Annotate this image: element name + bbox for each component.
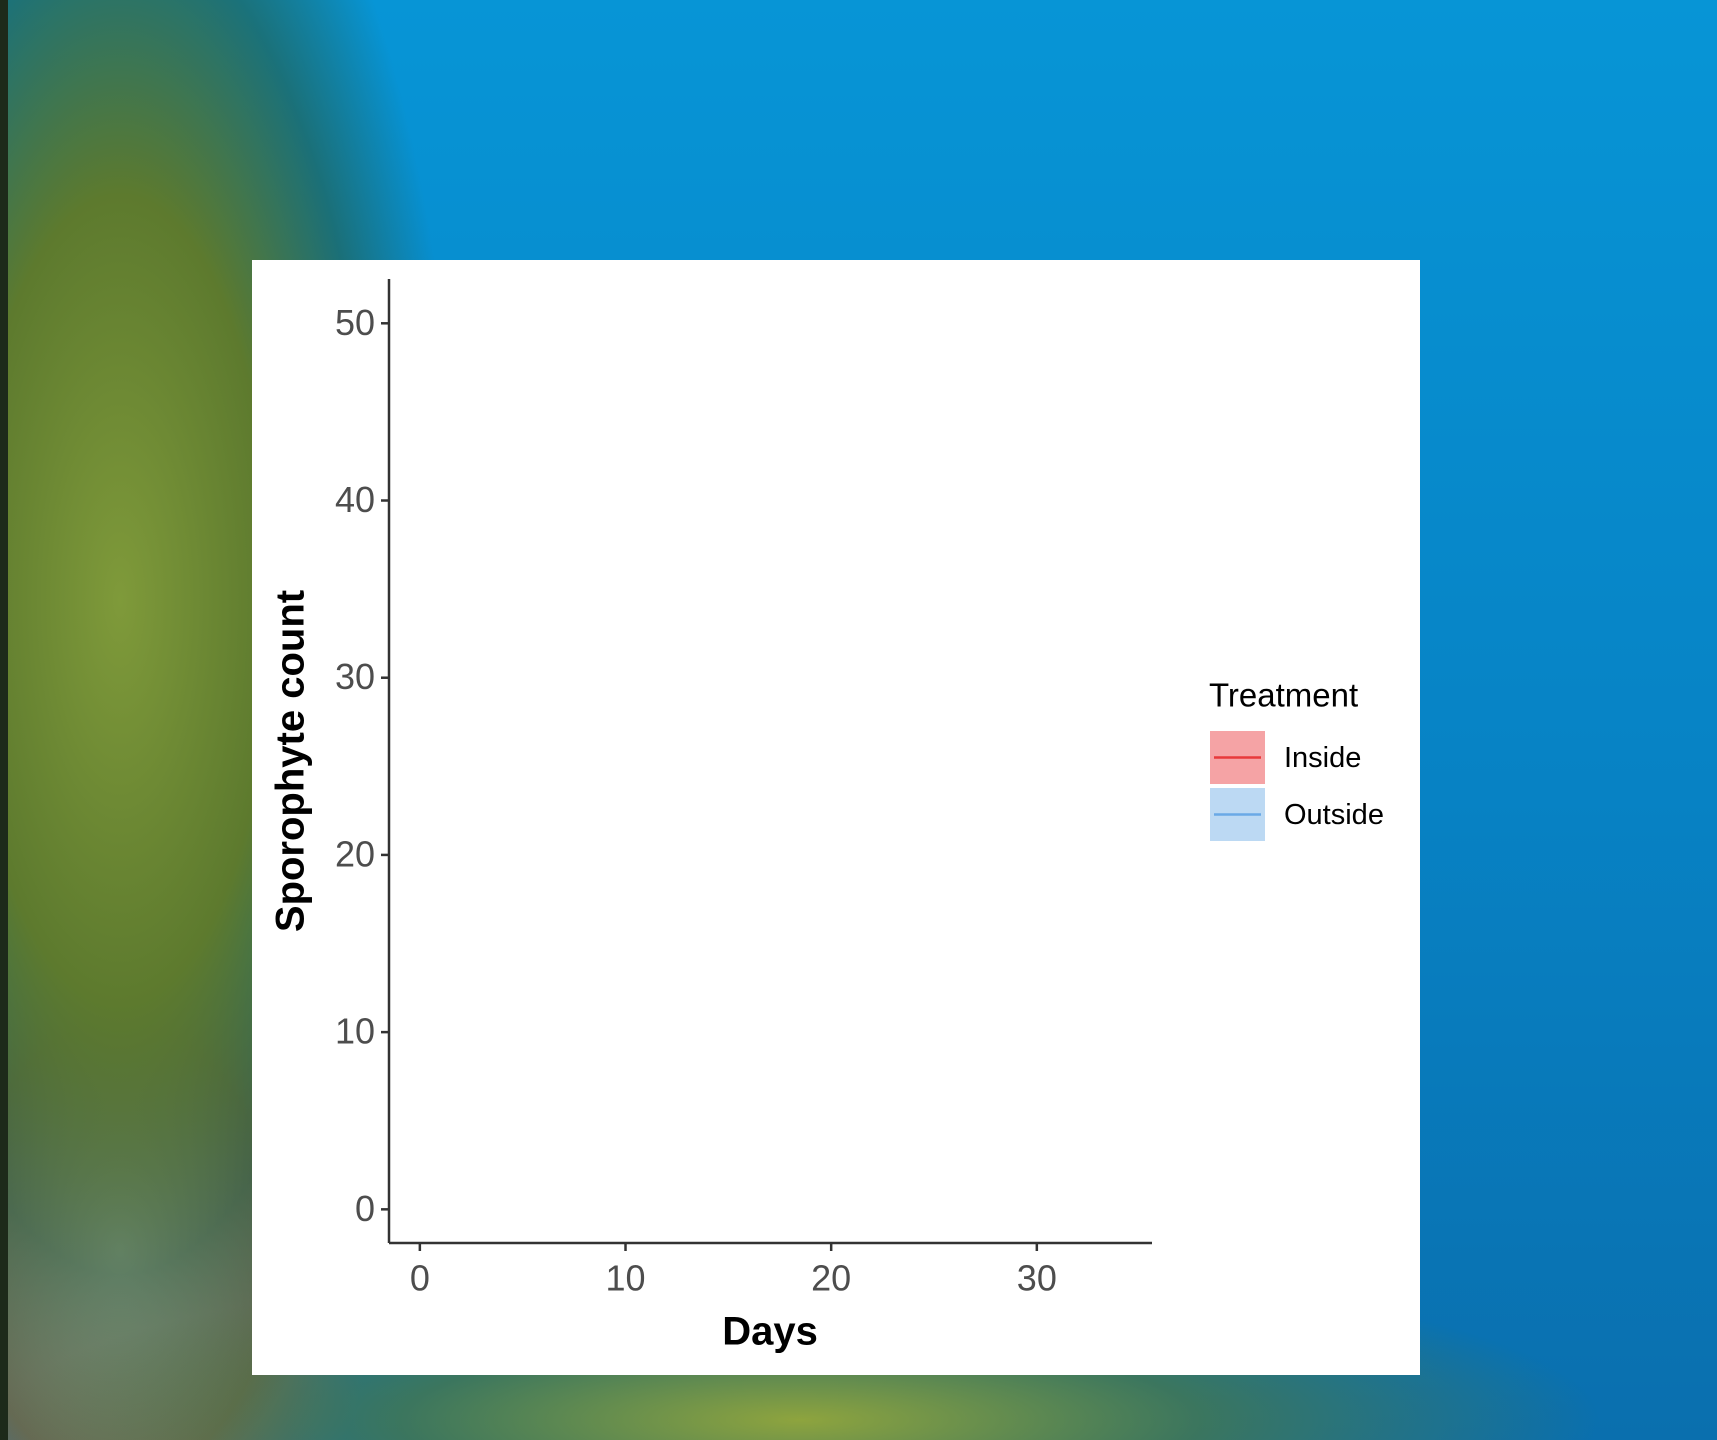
legend-label: Outside [1284, 799, 1384, 831]
legend-label: Inside [1284, 742, 1361, 774]
x-tick-label: 20 [811, 1258, 851, 1299]
x-tick-label: 30 [1017, 1258, 1057, 1299]
legend-title: Treatment [1209, 677, 1358, 714]
x-tick-label: 10 [605, 1258, 645, 1299]
x-tick-label: 0 [410, 1258, 430, 1299]
x-axis-title: Days [722, 1310, 818, 1354]
y-tick-label: 30 [335, 656, 375, 697]
y-tick-label: 50 [335, 302, 375, 343]
y-axis-title: Sporophyte count [269, 590, 313, 932]
y-tick-label: 0 [355, 1188, 375, 1229]
y-tick-label: 10 [335, 1011, 375, 1052]
y-tick-label: 40 [335, 479, 375, 520]
y-tick-label: 20 [335, 833, 375, 874]
